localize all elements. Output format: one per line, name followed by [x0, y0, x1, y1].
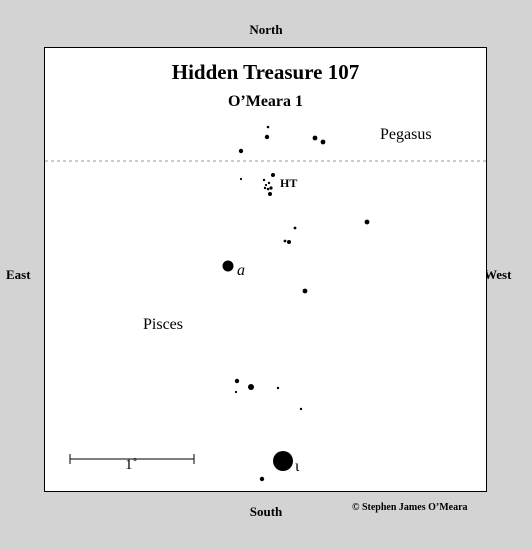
star: [364, 219, 370, 225]
star: [259, 476, 265, 482]
hidden-treasure-label: HT: [280, 176, 298, 190]
star: [264, 134, 270, 140]
asterism-star: [266, 187, 270, 191]
star-iota: [273, 451, 293, 471]
compass-east-label: East: [6, 267, 31, 282]
compass-north-label: North: [249, 22, 283, 37]
scale-bar-label: 1˚: [125, 457, 138, 473]
star: [239, 177, 243, 181]
constellation-label-pegasus: Pegasus: [380, 126, 432, 143]
compass-south-label: South: [249, 504, 283, 519]
star: [302, 288, 308, 294]
star: [299, 407, 303, 411]
star: [234, 390, 238, 394]
star: [287, 240, 291, 244]
star-label-iota: ι: [295, 458, 300, 475]
constellation-label-pisces: Pisces: [143, 316, 183, 333]
asterism-star: [262, 178, 266, 182]
compass-west-label: West: [484, 267, 512, 282]
star: [234, 378, 240, 384]
star-label-alpha: a: [237, 262, 245, 279]
star: [293, 226, 297, 230]
star: [320, 139, 326, 145]
asterism-star: [271, 173, 275, 177]
asterism-star: [267, 181, 271, 185]
star: [266, 125, 270, 129]
star: [276, 386, 280, 390]
copyright-credit: © Stephen James O’Meara: [352, 502, 468, 513]
star: [312, 135, 318, 141]
star: [248, 384, 254, 390]
star-field: [45, 125, 486, 482]
asterism-star: [264, 183, 268, 187]
asterism-star: [268, 192, 272, 196]
asterism-star: [269, 186, 273, 190]
scale-bar: [69, 454, 195, 464]
star-alpha: [222, 260, 234, 272]
asterism-star: [263, 186, 267, 190]
star-chart: Hidden Treasure 107 O’Meara 1 Pegasus Pi…: [44, 47, 487, 492]
chart-title: Hidden Treasure 107: [171, 60, 360, 84]
chart-subtitle: O’Meara 1: [227, 93, 304, 110]
star: [238, 148, 244, 154]
star: [283, 239, 287, 243]
